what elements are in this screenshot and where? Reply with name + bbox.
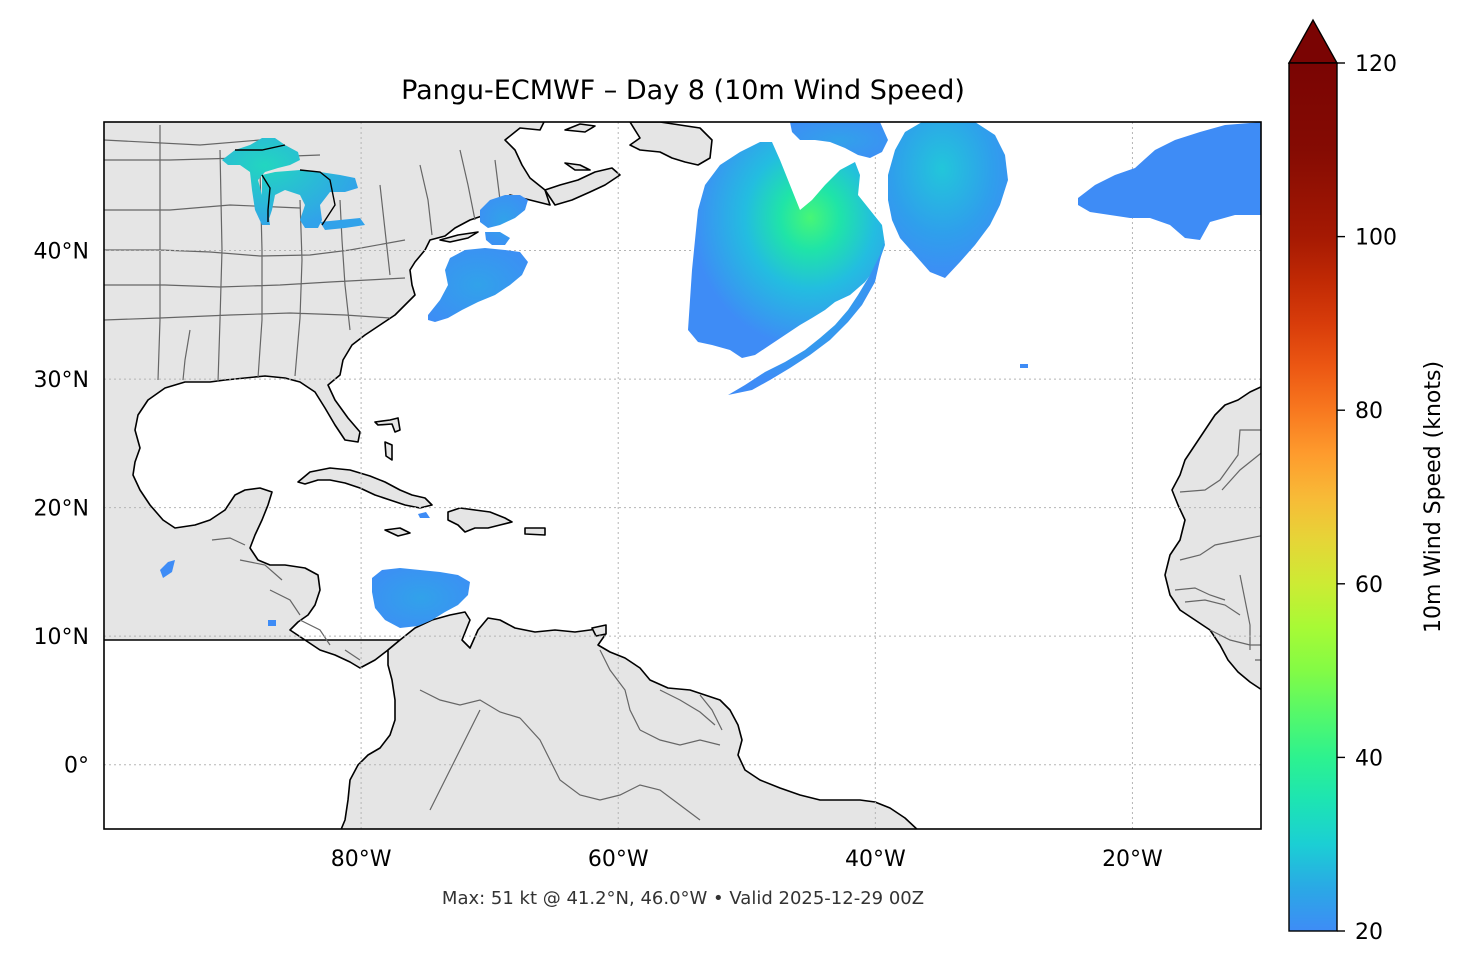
border-layer <box>104 125 1261 821</box>
lon-tick-label: 60°W <box>588 847 649 872</box>
cuba-land <box>297 467 433 509</box>
chart-title: Pangu-ECMWF – Day 8 (10m Wind Speed) <box>401 75 965 106</box>
colorbar-tick-label: 100 <box>1355 226 1397 251</box>
nova-scotia-land <box>544 167 621 206</box>
africa-borders <box>1174 429 1261 661</box>
latitude-tick-labels: 40°N 30°N 20°N 10°N 0° <box>34 240 89 779</box>
longitude-tick-labels: 80°W 60°W 40°W 20°W <box>331 847 1163 872</box>
wind-area-gulf-of-maine <box>480 195 528 245</box>
colorbar-ticks: 20 40 60 80 100 120 <box>1337 52 1397 945</box>
south-america-land <box>340 611 918 829</box>
lat-tick-label: 10°N <box>34 625 89 650</box>
colorbar-gradient <box>1288 62 1338 932</box>
jamaica-land <box>384 527 411 537</box>
long-island-land <box>439 231 479 243</box>
lake-outlines <box>235 144 336 226</box>
wind-area-gulf-patch <box>160 560 175 578</box>
map-frame <box>103 121 1262 830</box>
lat-tick-label: 40°N <box>34 240 89 265</box>
anticosti-land <box>564 123 596 171</box>
wind-area-mid-atlantic <box>428 248 528 322</box>
colorbar-tick-label: 40 <box>1355 746 1383 771</box>
lat-tick-label: 0° <box>64 754 89 779</box>
colorbar-tick-label: 120 <box>1355 52 1397 77</box>
central-america-borders <box>211 537 361 661</box>
lon-tick-label: 20°W <box>1102 847 1163 872</box>
state-borders <box>104 125 501 383</box>
wind-area-eastern-atlantic <box>1078 122 1261 240</box>
colorbar: 20 40 60 80 100 120 10m Wind Speed (knots) <box>1287 18 1446 945</box>
lat-tick-label: 30°N <box>34 368 89 393</box>
bahamas-land <box>374 417 401 461</box>
max-wind-footer: Max: 51 kt @ 41.2°N, 46.0°W • Valid 2025… <box>442 888 924 909</box>
map-axes <box>104 122 1261 829</box>
lon-tick-label: 80°W <box>331 847 392 872</box>
lat-tick-label: 20°N <box>34 497 89 522</box>
puerto-rico-land <box>524 527 546 536</box>
wind-field-layer <box>160 122 1261 628</box>
colorbar-tick-label: 60 <box>1355 573 1383 598</box>
newfoundland-land <box>629 122 713 166</box>
wind-area-caribbean <box>372 568 470 628</box>
wind-area-central-atlantic-storm <box>688 142 885 358</box>
trinidad-land <box>591 624 607 637</box>
wind-area-north-atlantic-top <box>790 122 888 158</box>
wind-area-northeast-atlantic-lobe <box>888 122 1008 278</box>
south-america-borders <box>419 649 723 821</box>
hispaniola-land <box>447 507 513 533</box>
colorbar-tick-label: 20 <box>1355 920 1383 945</box>
colorbar-tick-label: 80 <box>1355 399 1383 424</box>
colorbar-label: 10m Wind Speed (knots) <box>1421 361 1446 633</box>
lon-tick-label: 40°W <box>845 847 906 872</box>
great-lakes-outline <box>235 144 336 226</box>
colorbar-extend-arrow <box>1287 18 1339 64</box>
wind-area-great-lakes <box>222 138 365 230</box>
